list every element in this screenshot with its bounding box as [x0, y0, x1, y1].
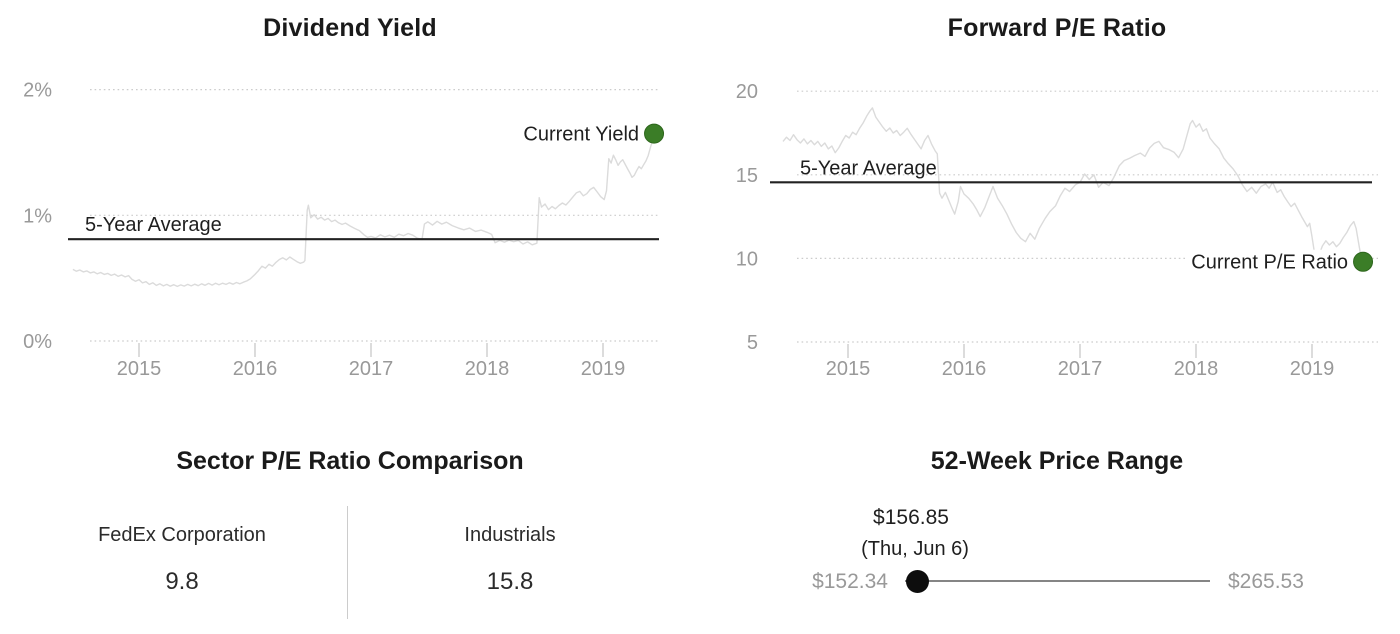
average-label: 5-Year Average: [85, 214, 222, 236]
range-high-label: $265.53: [1228, 570, 1304, 593]
legend-label-bg: [1187, 249, 1353, 276]
y-tick-label: 20: [736, 81, 758, 103]
x-tick-label: 2017: [349, 358, 394, 380]
average-label: 5-Year Average: [800, 157, 937, 179]
x-tick-label: 2016: [942, 358, 987, 380]
range-low-label: $152.34: [812, 570, 888, 593]
company-label: FedEx Corporation: [98, 524, 266, 546]
sector-comparison-title: Sector P/E Ratio Comparison: [176, 447, 524, 475]
legend-label: Current Yield: [523, 124, 639, 146]
x-tick-label: 2015: [826, 358, 871, 380]
x-tick-label: 2015: [117, 358, 162, 380]
x-tick-label: 2017: [1058, 358, 1103, 380]
y-tick-label: 5: [747, 332, 758, 354]
forward-pe-title: Forward P/E Ratio: [947, 14, 1167, 42]
legend-label: Current P/E Ratio: [1191, 252, 1348, 274]
current-value-dot: [644, 123, 665, 144]
sector-label: Industrials: [464, 524, 556, 546]
y-tick-label: 10: [736, 248, 758, 270]
current-price-label: $156.85: [873, 506, 949, 529]
x-tick-label: 2018: [1174, 358, 1219, 380]
y-tick-label: 0%: [23, 331, 52, 353]
y-tick-label: 1%: [23, 205, 52, 227]
current-price-date: (Thu, Jun 6): [861, 538, 969, 560]
price-range-slider-thumb[interactable]: [905, 570, 929, 593]
series-line: [72, 139, 654, 288]
x-tick-label: 2016: [233, 358, 278, 380]
x-tick-label: 2019: [581, 358, 626, 380]
comparison-divider: [347, 506, 348, 619]
legend-label-bg: [519, 121, 644, 148]
x-tick-label: 2018: [465, 358, 510, 380]
price-range-title: 52-Week Price Range: [930, 447, 1184, 475]
current-value-dot: [1353, 251, 1374, 272]
company-pe-value: 9.8: [165, 568, 199, 595]
y-tick-label: 2%: [23, 80, 52, 102]
series-line: [782, 107, 1364, 265]
x-tick-label: 2019: [1290, 358, 1335, 380]
y-tick-label: 15: [736, 165, 758, 187]
sector-pe-value: 15.8: [486, 568, 534, 595]
price-range-slider-track: [905, 580, 1210, 582]
dividend-yield-title: Dividend Yield: [263, 14, 437, 42]
